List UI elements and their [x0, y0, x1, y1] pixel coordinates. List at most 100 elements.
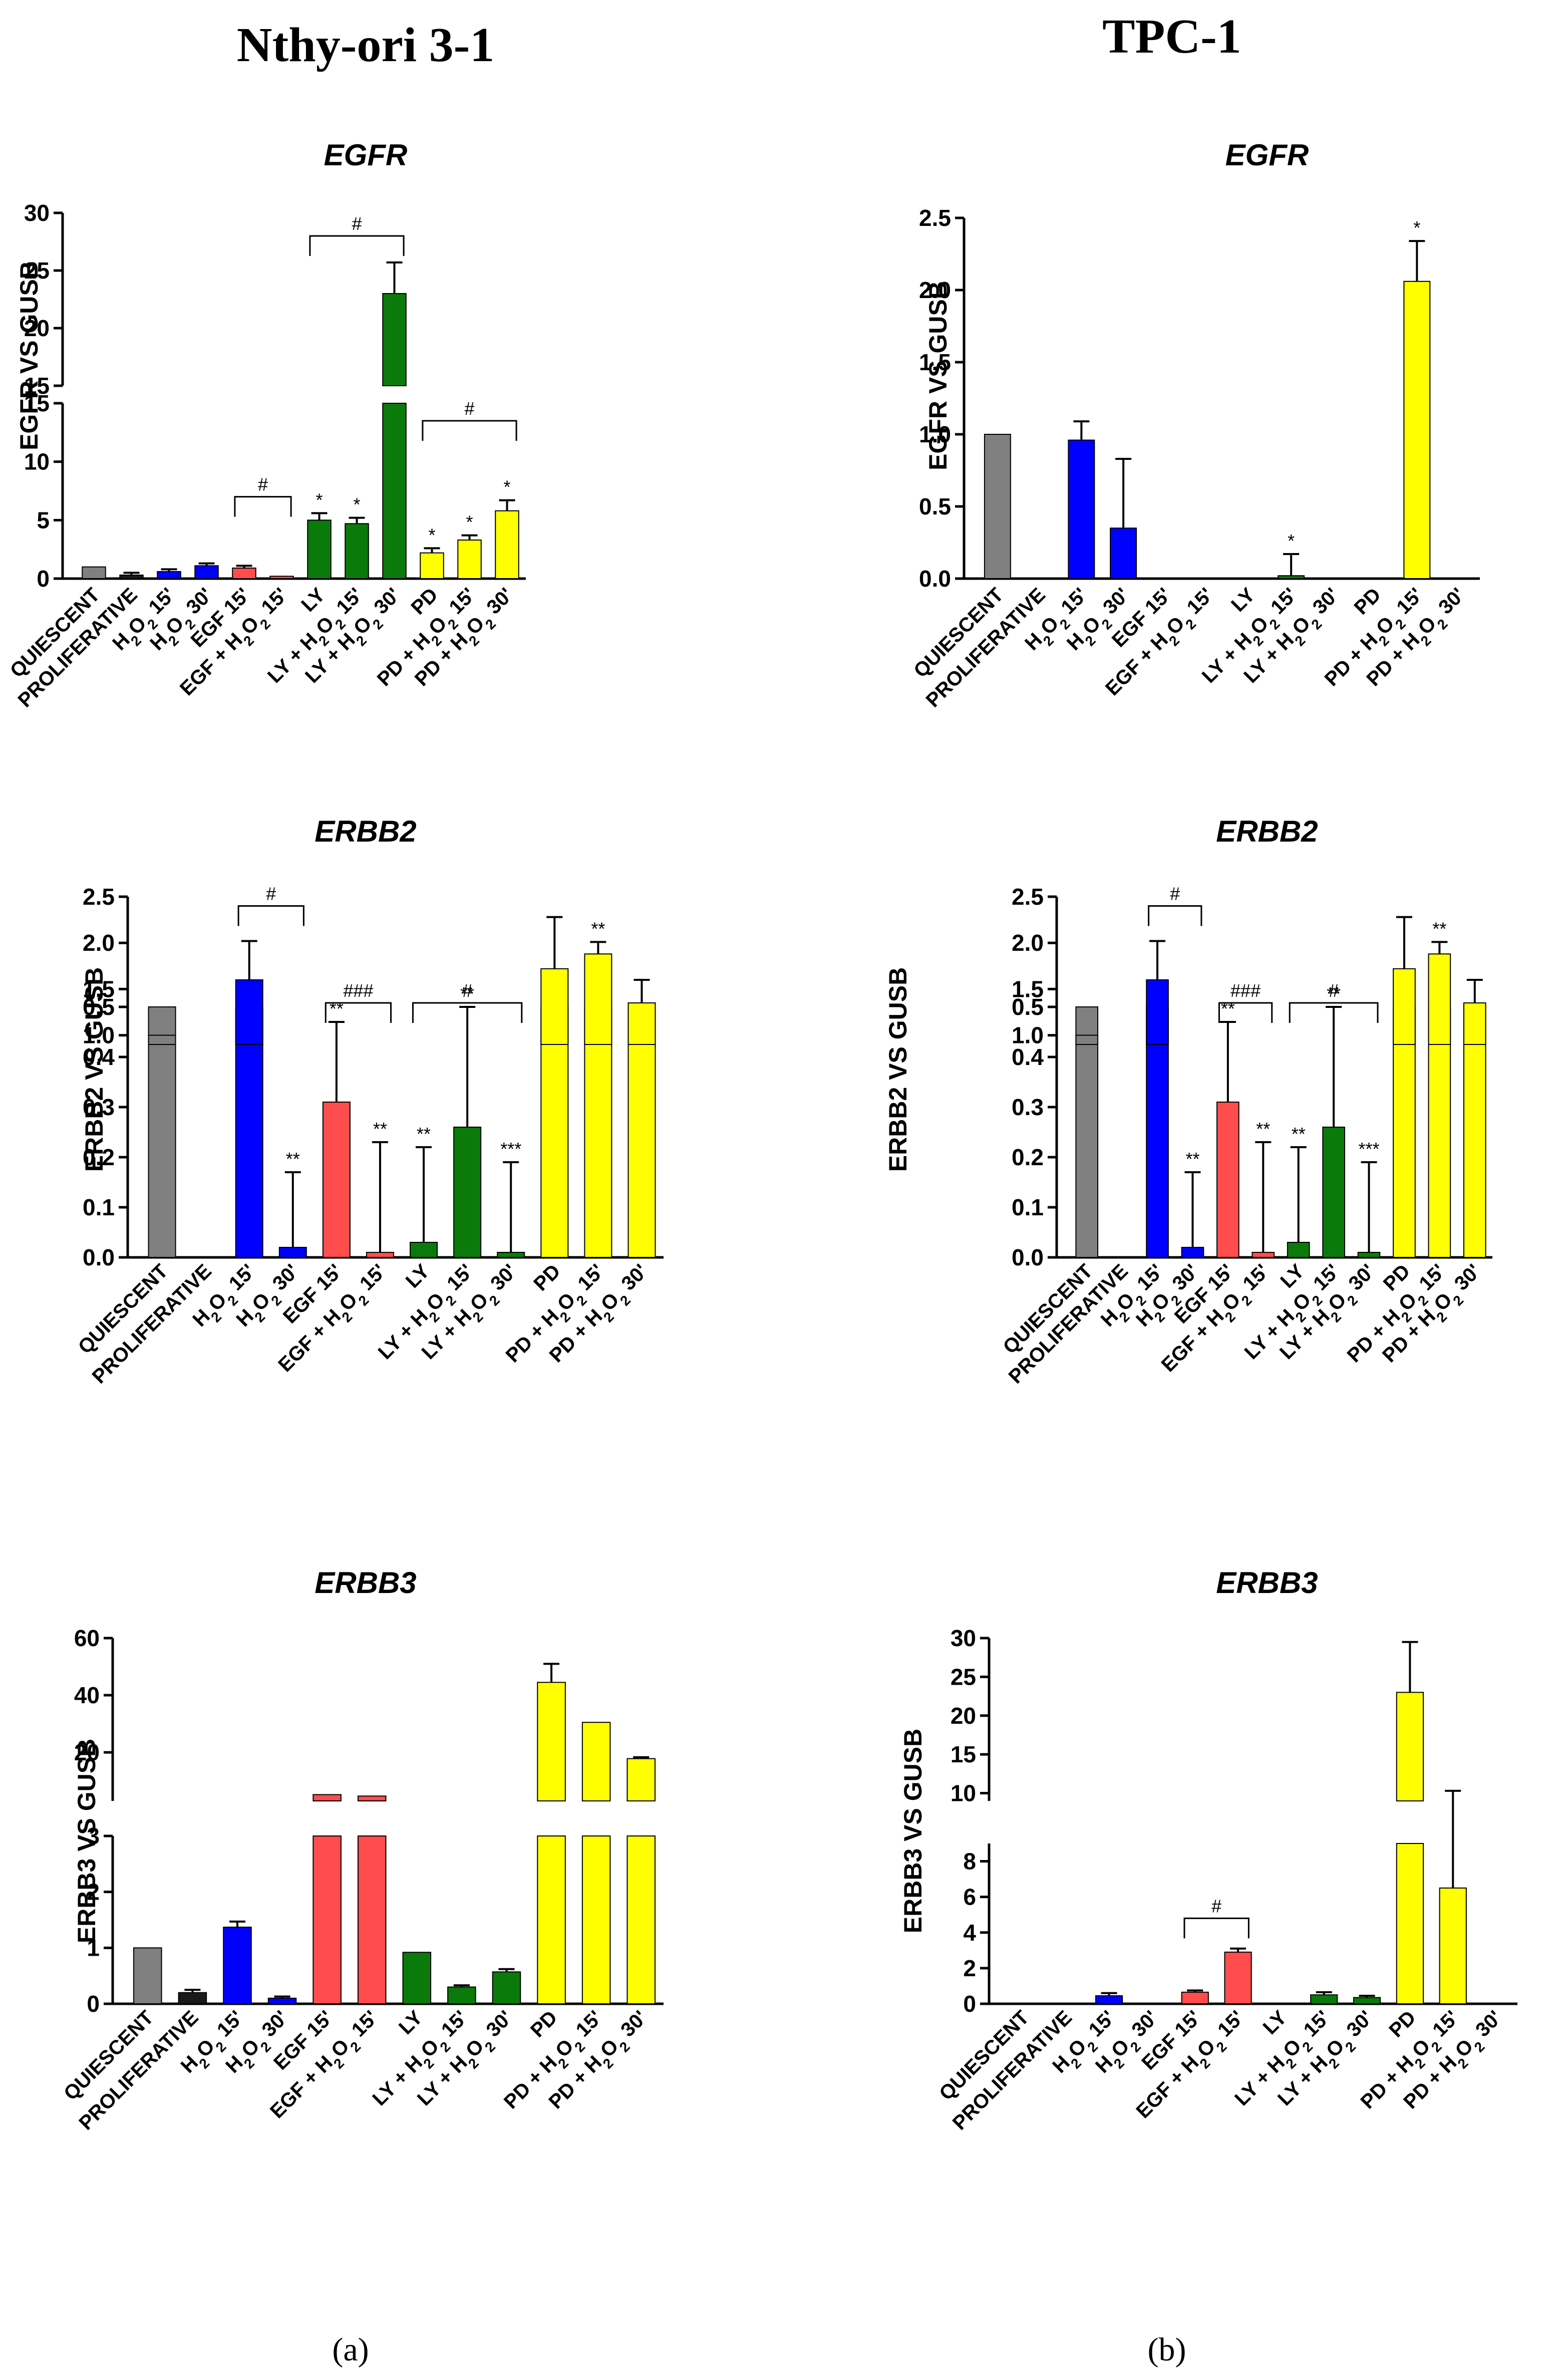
- bar-pd: [420, 552, 444, 579]
- significance-mark: **: [1256, 1119, 1270, 1139]
- y-tick-label: 30: [24, 200, 50, 226]
- bar-pd-h2o2-15-upper: [1428, 953, 1451, 1045]
- y-tick-label: 10: [951, 1780, 976, 1806]
- bar-pd-h2o2-30-upper: [626, 1758, 656, 1801]
- bar-quiescent: [82, 566, 106, 579]
- bar-pd-h2o2-15: [457, 540, 482, 579]
- y-tick-label: 0.5: [1012, 994, 1044, 1020]
- significance-mark: **: [1221, 998, 1235, 1019]
- y-tick-label: 2: [87, 1879, 100, 1905]
- y-axis-label: ERBB2 VS GUSB: [884, 967, 912, 1172]
- bar-h2o2-15-upper: [1146, 979, 1169, 1045]
- bar-egf-h2o2-15: [357, 1835, 387, 2004]
- bar-pd-h2o2-15-upper: [581, 1722, 611, 1801]
- significance-mark: *: [353, 494, 360, 515]
- y-tick-label: 1.0: [1012, 1022, 1044, 1048]
- x-tick-label: LY: [1227, 584, 1260, 616]
- bar-pd-h2o2-30: [1463, 1006, 1486, 1258]
- significance-mark: **: [460, 983, 474, 1004]
- comparison-label: #: [1329, 980, 1339, 1001]
- bar-ly: [402, 1952, 432, 2004]
- bar-egf-h2o2-15: [1224, 1951, 1252, 2005]
- bar-h2o2-15: [1146, 1006, 1169, 1258]
- panel-title: ERBB2: [1216, 815, 1318, 848]
- panel-title: EGFR: [324, 138, 408, 172]
- y-tick-label: 2: [963, 1955, 976, 1981]
- y-tick-label: 0.5: [919, 493, 951, 519]
- bar-ly-h2o2-30: [382, 403, 407, 579]
- y-tick-label: 20: [74, 1739, 100, 1765]
- y-axis-label: ERBB3 VS GUSB: [73, 1739, 101, 1943]
- y-tick-label: 40: [74, 1682, 100, 1708]
- y-tick-label: 0.1: [83, 1194, 115, 1220]
- significance-mark: *: [503, 477, 510, 497]
- significance-mark: **: [1432, 918, 1446, 939]
- bar-quiescent-upper: [148, 1034, 176, 1045]
- y-tick-label: 10: [24, 449, 50, 475]
- y-axis-label: ERBB2 VS GUSB: [80, 967, 108, 1172]
- bar-ly-h2o2-15: [1310, 1994, 1338, 2004]
- significance-mark: **: [1327, 983, 1341, 1004]
- bar-pd-h2o2-30-upper: [1463, 1002, 1486, 1045]
- bar-egf-15: [232, 568, 256, 579]
- bar-h2o2-15: [1068, 439, 1095, 580]
- comparison-bracket: [237, 905, 304, 926]
- y-tick-label: 1.5: [919, 349, 951, 375]
- y-tick-label: 15: [951, 1741, 976, 1767]
- y-tick-label: 1: [87, 1935, 100, 1961]
- sublabel-b: (b): [1148, 2331, 1186, 2368]
- significance-mark: **: [373, 1119, 387, 1139]
- y-tick-label: 0.2: [1012, 1144, 1044, 1170]
- bar-pd-upper: [1393, 968, 1416, 1045]
- bar-ly-h2o2-15: [1278, 575, 1305, 579]
- comparison-label: #: [1211, 1896, 1221, 1916]
- significance-mark: *: [316, 489, 323, 510]
- significance-mark: *: [466, 512, 473, 533]
- y-tick-label: 0.2: [83, 1144, 115, 1170]
- bar-ly: [307, 519, 332, 580]
- bar-quiescent: [133, 1947, 162, 2004]
- y-tick-label: 2.0: [919, 277, 951, 303]
- comparison-label: #: [464, 398, 474, 419]
- significance-mark: *: [1288, 531, 1295, 551]
- y-tick-label: 15: [24, 390, 50, 416]
- significance-mark: **: [417, 1124, 431, 1144]
- bar-ly-h2o2-30: [497, 1252, 525, 1258]
- bar-h2o2-30: [278, 1247, 307, 1258]
- comparison-bracket: [325, 1002, 392, 1023]
- column-title-nthy: Nthy-ori 3-1: [237, 18, 494, 72]
- y-tick-label: 0.0: [83, 1244, 115, 1270]
- sublabel-a: (a): [332, 2331, 369, 2368]
- y-tick-label: 0.3: [83, 1094, 115, 1120]
- significance-mark: **: [286, 1149, 300, 1169]
- bar-ly-h2o2-30: [1353, 1997, 1381, 2005]
- bar-pd: [1396, 1843, 1424, 2004]
- y-axis-label: ERBB3 VS GUSB: [899, 1729, 927, 1933]
- bar-pd-h2o2-15-upper: [584, 953, 612, 1045]
- significance-mark: *: [428, 524, 435, 545]
- y-tick-label: 2.0: [83, 930, 115, 956]
- y-tick-label: 0: [37, 566, 50, 592]
- x-tick-label: PD: [1350, 584, 1385, 619]
- y-tick-label: 0.1: [1012, 1194, 1044, 1220]
- y-tick-label: 15: [24, 373, 50, 399]
- bar-pd-upper: [1396, 1692, 1424, 1801]
- bar-h2o2-15: [235, 1006, 263, 1258]
- panel-erbb3-tpc-1: ERBB3 ERBB3 VS GUSB 0 2 4 6 8 10 15 20 25 30 #: [899, 1566, 1517, 2017]
- y-tick-label: 0.4: [83, 1044, 115, 1070]
- bar-quiescent: [984, 434, 1011, 579]
- x-tick-label: PD: [1385, 2006, 1420, 2041]
- comparison-label: #: [258, 474, 268, 495]
- y-tick-label: 3: [87, 1823, 100, 1849]
- bar-egf-15: [1181, 1991, 1209, 2005]
- bar-h2o2-30: [267, 1997, 297, 2004]
- bar-ly-h2o2-30-upper: [382, 293, 407, 386]
- y-axis-label: EGFR VS GUSB: [15, 261, 43, 450]
- y-tick-label: 0.4: [1012, 1044, 1044, 1070]
- bar-ly: [1287, 1242, 1310, 1258]
- bar-egf-15: [322, 1102, 351, 1258]
- bar-pd-h2o2-15: [581, 1835, 611, 2004]
- x-tick-label: LY: [395, 2006, 427, 2039]
